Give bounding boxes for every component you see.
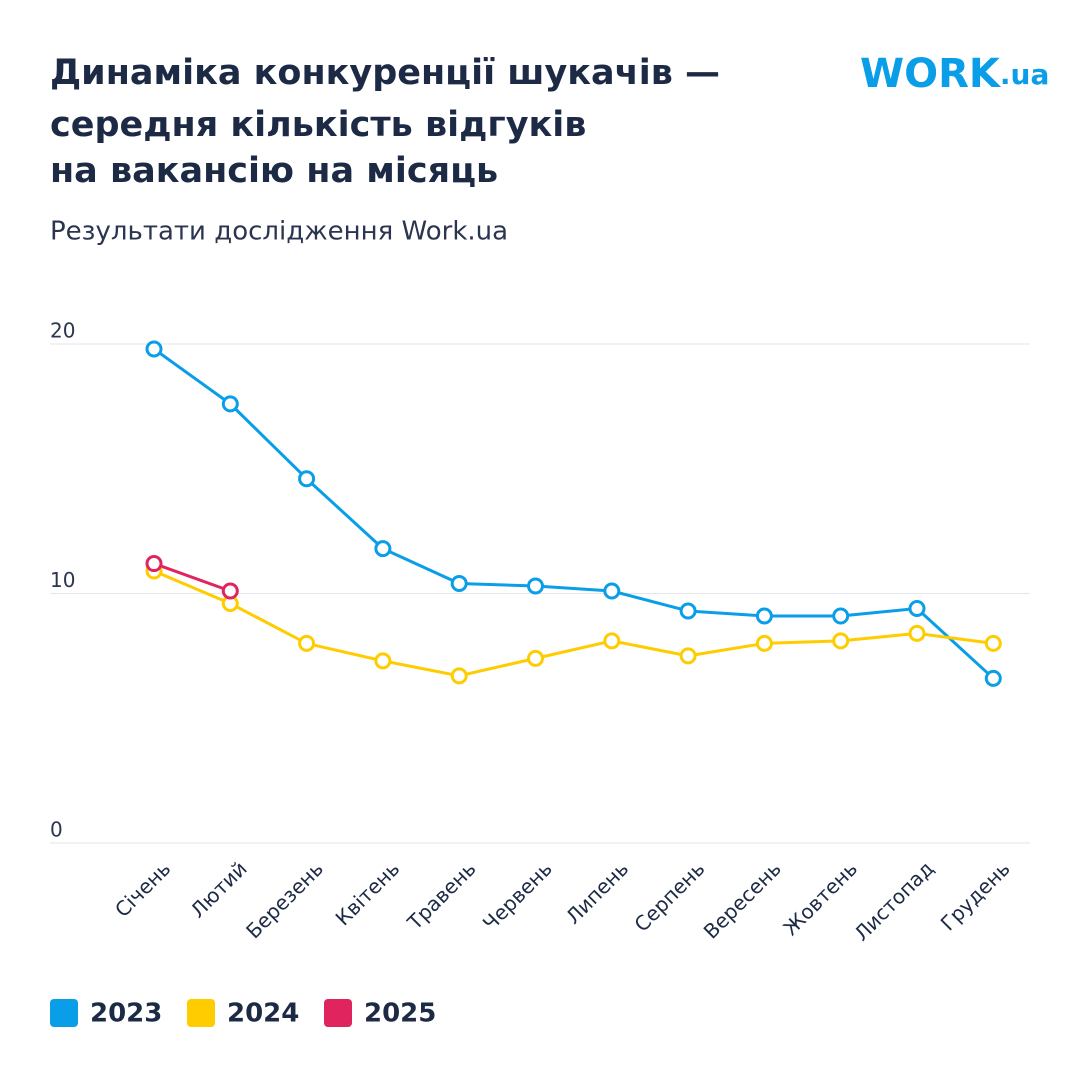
subtitle: Результати дослідження Work.ua: [50, 217, 508, 247]
point: [527, 577, 544, 595]
legend-swatch: [187, 999, 215, 1027]
point: [450, 575, 468, 593]
y-tick-label: 20: [50, 319, 75, 343]
logo: WORK.ua: [860, 51, 1049, 97]
point: [679, 647, 697, 665]
point: [221, 582, 239, 600]
point: [908, 599, 926, 617]
legend-label: 2023: [90, 999, 162, 1029]
point: [145, 340, 163, 358]
series-line: [153, 562, 231, 593]
chart-title: на вакансію на місяць: [50, 151, 498, 191]
chart-title: середня кількість відгуків: [50, 105, 586, 145]
chart-title: Динаміка конкуренції шукачів —: [50, 53, 720, 93]
point: [755, 607, 773, 625]
point: [908, 624, 926, 642]
point: [450, 667, 468, 685]
point: [679, 602, 697, 620]
point: [832, 607, 850, 625]
legend-swatch: [324, 999, 352, 1027]
point: [298, 470, 316, 488]
series-line: [153, 569, 994, 678]
point: [374, 540, 392, 558]
legend-label: 2025: [364, 999, 436, 1029]
point: [755, 634, 773, 652]
point: [832, 632, 850, 650]
point: [298, 634, 316, 652]
point: [145, 555, 163, 573]
logo-main: WORK: [860, 51, 1002, 97]
y-tick-label: 10: [50, 568, 75, 592]
series-line: [153, 347, 995, 680]
point: [527, 649, 544, 667]
legend-swatch: [50, 999, 78, 1027]
logo-suffix: .ua: [1000, 58, 1049, 91]
point: [221, 395, 239, 413]
point: [984, 669, 1002, 687]
point: [603, 582, 621, 600]
legend-label: 2024: [227, 999, 299, 1029]
y-tick-label: 0: [50, 818, 63, 842]
point: [603, 632, 621, 650]
point: [984, 634, 1002, 652]
point: [374, 652, 392, 670]
